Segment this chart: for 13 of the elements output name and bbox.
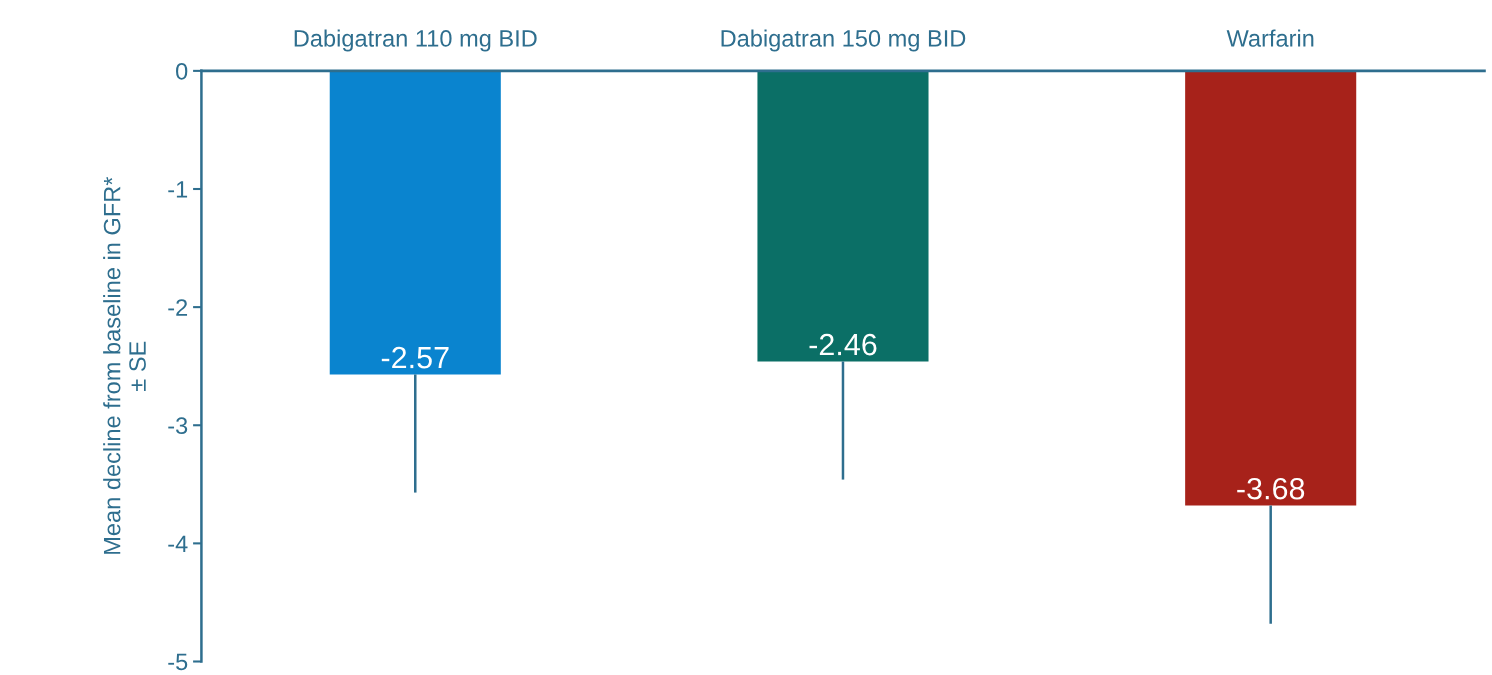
data-label: -3.68 xyxy=(1237,477,1305,500)
x-tick-label: Dabigatran 110 mg BID xyxy=(294,29,537,52)
x-tick-label: Dabigatran 150 mg BID xyxy=(721,29,966,52)
y-axis-title: Mean decline from baseline in GFR* ± SE xyxy=(103,176,146,554)
y-tick-label: -4 xyxy=(168,535,188,552)
y-tick-label: -1 xyxy=(168,181,188,198)
y-tick-label: -3 xyxy=(168,417,188,435)
x-tick-label: Warfarin xyxy=(1226,29,1314,47)
y-tick-label: -2 xyxy=(168,299,188,316)
data-label: -2.46 xyxy=(809,333,877,356)
data-label: -2.57 xyxy=(381,346,449,369)
y-tick-label: 0 xyxy=(176,62,188,80)
y-tick-label: -5 xyxy=(168,653,188,671)
